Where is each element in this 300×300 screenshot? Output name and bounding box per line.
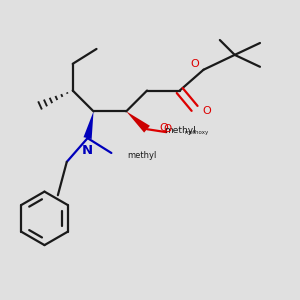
Polygon shape [83,111,94,139]
Text: methyl: methyl [164,126,196,135]
Text: N: N [82,144,93,157]
Text: methyl: methyl [128,152,157,160]
Polygon shape [126,111,150,133]
Text: O: O [190,59,199,69]
Text: methoxy: methoxy [184,130,208,135]
Text: O: O [202,106,211,116]
Text: O: O [159,123,168,133]
Text: O: O [164,124,172,134]
